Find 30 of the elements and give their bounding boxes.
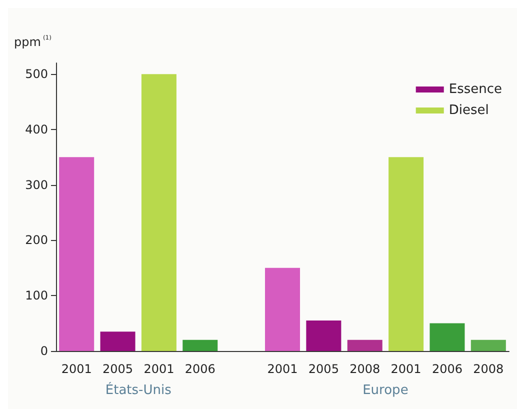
x-tick-label: 2008 [473, 362, 504, 376]
bar [388, 157, 424, 351]
bar [100, 332, 136, 351]
y-tick-label: 0 [40, 344, 48, 358]
x-tick-label: 2005 [102, 362, 134, 376]
y-tick-label: 500 [25, 67, 48, 82]
bar [430, 323, 465, 351]
x-tick-label: 2001 [390, 362, 422, 376]
x-tick-label: 2001 [61, 362, 92, 376]
text: États-Unis [105, 381, 172, 398]
x-tick-label: 2006 [184, 362, 216, 376]
bar [470, 340, 506, 351]
bar [265, 268, 300, 351]
y-tick-label: 300 [25, 178, 48, 192]
y-tick-label: 100 [25, 288, 48, 303]
bar [347, 340, 382, 351]
y-tick-label: 200 [25, 233, 48, 248]
y-tick-label: 400 [25, 122, 48, 136]
x-tick-label: 2005 [308, 362, 339, 376]
bar [141, 74, 176, 351]
x-tick-label: 2001 [144, 362, 174, 376]
x-tick-label: 2001 [267, 362, 298, 376]
legend-label: Essence [448, 82, 502, 97]
bar [306, 320, 342, 351]
text: Europe [362, 383, 408, 398]
bar [182, 340, 218, 351]
bar [59, 157, 94, 351]
x-tick-label: 2006 [432, 362, 462, 376]
x-tick-label: 2008 [350, 362, 380, 376]
legend-label: Diesel [448, 103, 489, 118]
